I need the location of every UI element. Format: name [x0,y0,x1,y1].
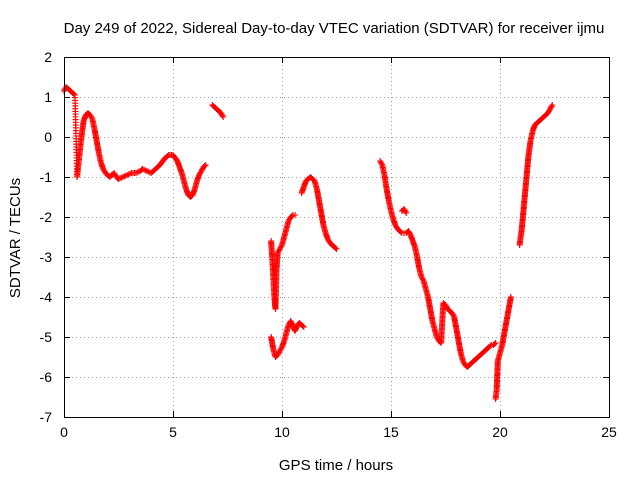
data-point [202,162,209,168]
data-point-fill [70,91,77,97]
y-tick-label: -4 [40,289,53,305]
data-point-fill [219,112,226,119]
y-tick-label: -6 [40,369,53,385]
y-tick-label: 2 [44,49,52,65]
data-point-fill [419,276,426,283]
y-tick-label: -7 [40,409,53,425]
series-segment-4 [268,318,307,360]
x-tick-label: 20 [492,424,508,440]
data-point-fill [491,341,498,347]
data-point-fill [201,163,208,169]
series-segment-9 [516,102,556,248]
x-axis-label: GPS time / hours [279,457,393,474]
x-tick-label: 5 [169,424,177,440]
data-point-fill [332,245,339,251]
data-point [300,324,307,330]
data-point [333,246,340,252]
chart-title: Day 249 of 2022, Sidereal Day-to-day VTE… [64,20,605,37]
data-point-fill [288,213,295,219]
data-point-fill [378,160,385,167]
data-point [549,102,556,108]
y-tick-label: 1 [44,89,52,105]
y-tick-label: -2 [40,209,53,225]
series-segment-1 [61,84,209,200]
data-point [507,294,514,300]
x-tick-label: 15 [383,424,399,440]
x-tick-label: 25 [601,424,617,440]
data-point-fill [299,323,306,329]
data-point-fill [402,208,409,215]
series-segment-7 [398,206,410,216]
series-segment-2 [209,102,227,120]
plot-frame [64,57,610,418]
y-tick-label: -3 [40,249,53,265]
series-segment-3 [268,212,299,312]
x-tick-label: 0 [60,424,68,440]
data-point [292,212,299,218]
data-point-fill [397,229,404,235]
series-segment-8 [492,294,514,402]
data-point-fill [487,343,494,349]
x-tick-label: 10 [274,424,290,440]
grid-lines [64,57,609,417]
data-point [220,114,227,120]
y-tick-label: 0 [44,129,52,145]
series-segment-6 [377,158,499,370]
y-axis-label: SDTVAR / TECUs [7,178,24,298]
y-tick-label: -1 [40,169,53,185]
series-segment-5 [298,174,340,252]
data-point-fill [548,103,555,110]
data-points [61,84,556,402]
data-point [492,340,499,346]
data-point [403,210,410,216]
data-point-fill [88,114,95,121]
data-point-fill [278,243,285,250]
y-tick-label: -5 [40,329,53,345]
